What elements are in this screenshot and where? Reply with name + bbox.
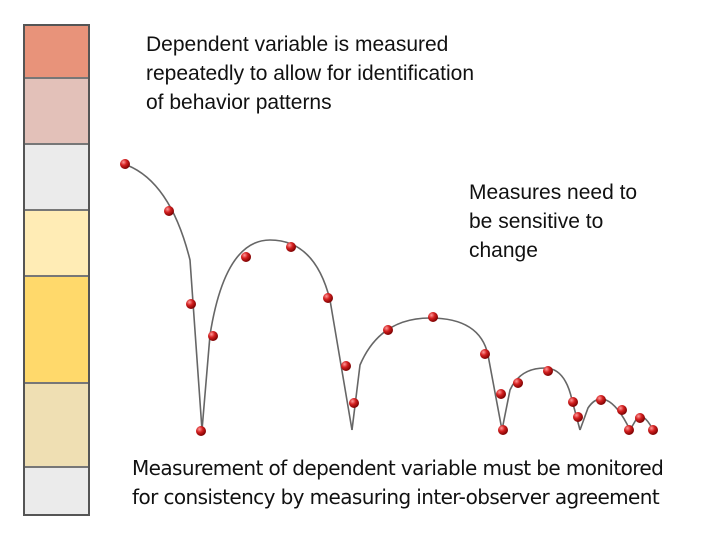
- annotation-bottom-line-1: Measurement of dependent variable must b…: [132, 456, 664, 480]
- measurement-point: [349, 398, 359, 408]
- measurement-point: [241, 252, 251, 262]
- color-bar: [23, 24, 90, 516]
- annotation-top-line-3: of behavior patterns: [146, 91, 332, 114]
- color-bar-segment-7: [25, 468, 88, 515]
- bounce-arc-3: [351, 317, 503, 431]
- annotation-bottom-line-2: for consistency by measuring inter-obser…: [132, 485, 660, 509]
- measurement-point: [428, 312, 438, 322]
- color-bar-segment-1: [25, 26, 88, 79]
- annotation-top-line-1: Dependent variable is measured: [146, 33, 449, 56]
- color-bar-segment-2: [25, 78, 88, 146]
- bounce-arc-4: [501, 367, 581, 431]
- measurement-point: [596, 395, 606, 405]
- annotation-right-line-3: change: [469, 239, 538, 262]
- measurement-point: [286, 242, 296, 252]
- color-bar-segment-6: [25, 383, 88, 469]
- color-bar-segment-3: [25, 145, 88, 211]
- annotation-bottom: Measurement of dependent variable must b…: [132, 454, 664, 512]
- bounce-arc-1: [123, 163, 203, 431]
- bounce-arc-2: [201, 239, 353, 431]
- annotation-right-line-2: be sensitive to: [469, 210, 604, 233]
- measurement-point: [648, 425, 658, 435]
- measurement-point: [383, 325, 393, 335]
- measurement-point: [341, 361, 351, 371]
- measurement-point: [186, 299, 196, 309]
- measurement-point: [543, 366, 553, 376]
- measurement-point: [635, 413, 645, 423]
- annotation-right-line-1: Measures need to: [469, 181, 638, 204]
- measurement-point: [208, 331, 218, 341]
- measurement-point: [573, 412, 583, 422]
- measurement-point: [196, 426, 206, 436]
- measurement-point: [120, 159, 130, 169]
- annotation-top-line-2: repeatedly to allow for identification: [146, 62, 475, 85]
- measurement-point: [568, 397, 578, 407]
- color-bar-segment-4: [25, 210, 88, 278]
- measurement-point: [513, 378, 523, 388]
- measurement-point: [624, 425, 634, 435]
- measurement-point: [496, 389, 506, 399]
- measurement-point: [480, 349, 490, 359]
- annotation-top: Dependent variable is measured repeatedl…: [146, 30, 474, 117]
- color-bar-segment-5: [25, 277, 88, 384]
- measurement-point: [498, 425, 508, 435]
- measurement-point: [164, 206, 174, 216]
- measurement-point: [323, 293, 333, 303]
- measurement-point: [617, 405, 627, 415]
- annotation-right: Measures need to be sensitive to change: [469, 178, 637, 265]
